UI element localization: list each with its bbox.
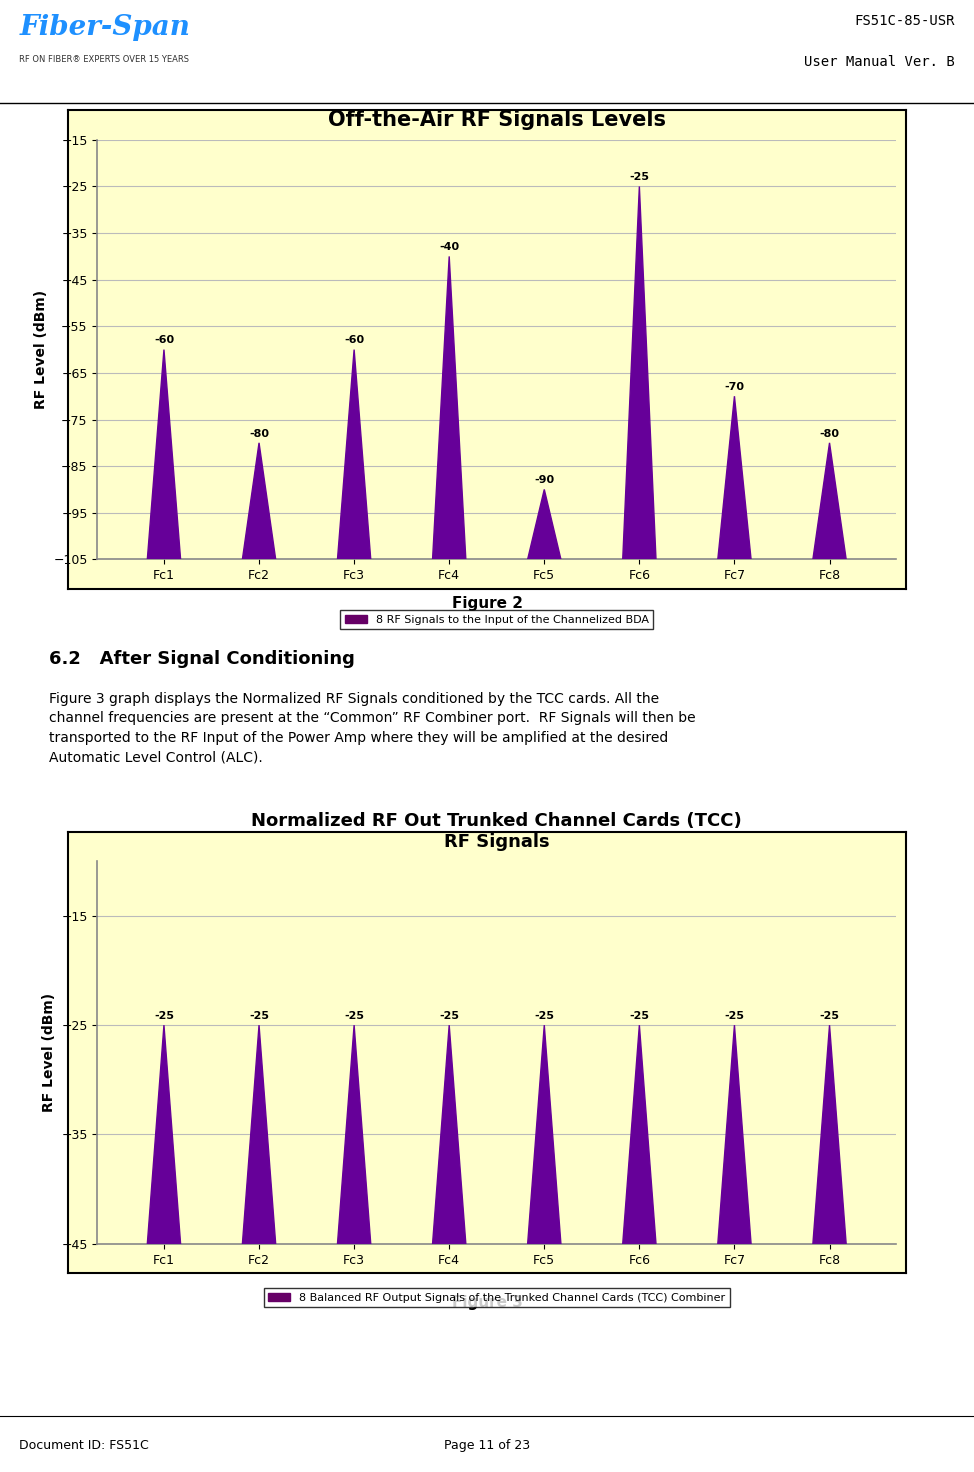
Text: -25: -25 xyxy=(154,1011,174,1022)
Polygon shape xyxy=(432,256,466,559)
Polygon shape xyxy=(813,443,846,559)
Legend: 8 RF Signals to the Input of the Channelized BDA: 8 RF Signals to the Input of the Channel… xyxy=(340,611,654,630)
Text: -25: -25 xyxy=(439,1011,459,1022)
Text: Figure 2: Figure 2 xyxy=(452,596,522,611)
Text: -25: -25 xyxy=(629,1011,650,1022)
Title: Off-the-Air RF Signals Levels: Off-the-Air RF Signals Levels xyxy=(327,110,666,130)
Legend: 8 Balanced RF Output Signals of the Trunked Channel Cards (TCC) Combiner: 8 Balanced RF Output Signals of the Trun… xyxy=(264,1288,730,1307)
Text: Page 11 of 23: Page 11 of 23 xyxy=(444,1440,530,1451)
Y-axis label: RF Level (dBm): RF Level (dBm) xyxy=(42,994,56,1111)
Text: 6.2   After Signal Conditioning: 6.2 After Signal Conditioning xyxy=(49,649,355,668)
Polygon shape xyxy=(432,1025,466,1244)
Text: Fiber-Span: Fiber-Span xyxy=(19,15,190,41)
Text: Document ID: FS51C: Document ID: FS51C xyxy=(19,1440,149,1451)
Text: -80: -80 xyxy=(249,428,269,439)
Polygon shape xyxy=(147,1025,180,1244)
Text: FS51C-85-USR: FS51C-85-USR xyxy=(854,15,955,28)
Text: -25: -25 xyxy=(819,1011,840,1022)
Text: -25: -25 xyxy=(725,1011,744,1022)
Polygon shape xyxy=(622,1025,656,1244)
Polygon shape xyxy=(147,349,180,559)
Polygon shape xyxy=(528,489,561,559)
Text: -40: -40 xyxy=(439,243,460,252)
Polygon shape xyxy=(243,443,276,559)
Polygon shape xyxy=(718,396,751,559)
Text: -25: -25 xyxy=(249,1011,269,1022)
Text: -90: -90 xyxy=(534,475,554,486)
Text: User Manual Ver. B: User Manual Ver. B xyxy=(804,56,955,69)
Text: -60: -60 xyxy=(154,336,174,346)
Text: Figure 3 graph displays the Normalized RF Signals conditioned by the TCC cards. : Figure 3 graph displays the Normalized R… xyxy=(49,692,695,764)
Text: -70: -70 xyxy=(725,383,744,392)
Text: RF ON FIBER® EXPERTS OVER 15 YEARS: RF ON FIBER® EXPERTS OVER 15 YEARS xyxy=(19,56,190,65)
Polygon shape xyxy=(813,1025,846,1244)
Polygon shape xyxy=(243,1025,276,1244)
Text: -25: -25 xyxy=(535,1011,554,1022)
Text: Figure 3: Figure 3 xyxy=(452,1295,522,1310)
Title: Normalized RF Out Trunked Channel Cards (TCC)
RF Signals: Normalized RF Out Trunked Channel Cards … xyxy=(251,813,742,851)
Text: -80: -80 xyxy=(819,428,840,439)
Polygon shape xyxy=(718,1025,751,1244)
Text: -25: -25 xyxy=(629,172,650,183)
Text: -25: -25 xyxy=(344,1011,364,1022)
Polygon shape xyxy=(622,187,656,559)
Text: -60: -60 xyxy=(344,336,364,346)
Y-axis label: RF Level (dBm): RF Level (dBm) xyxy=(34,290,48,409)
Polygon shape xyxy=(337,349,371,559)
Polygon shape xyxy=(528,1025,561,1244)
Polygon shape xyxy=(337,1025,371,1244)
